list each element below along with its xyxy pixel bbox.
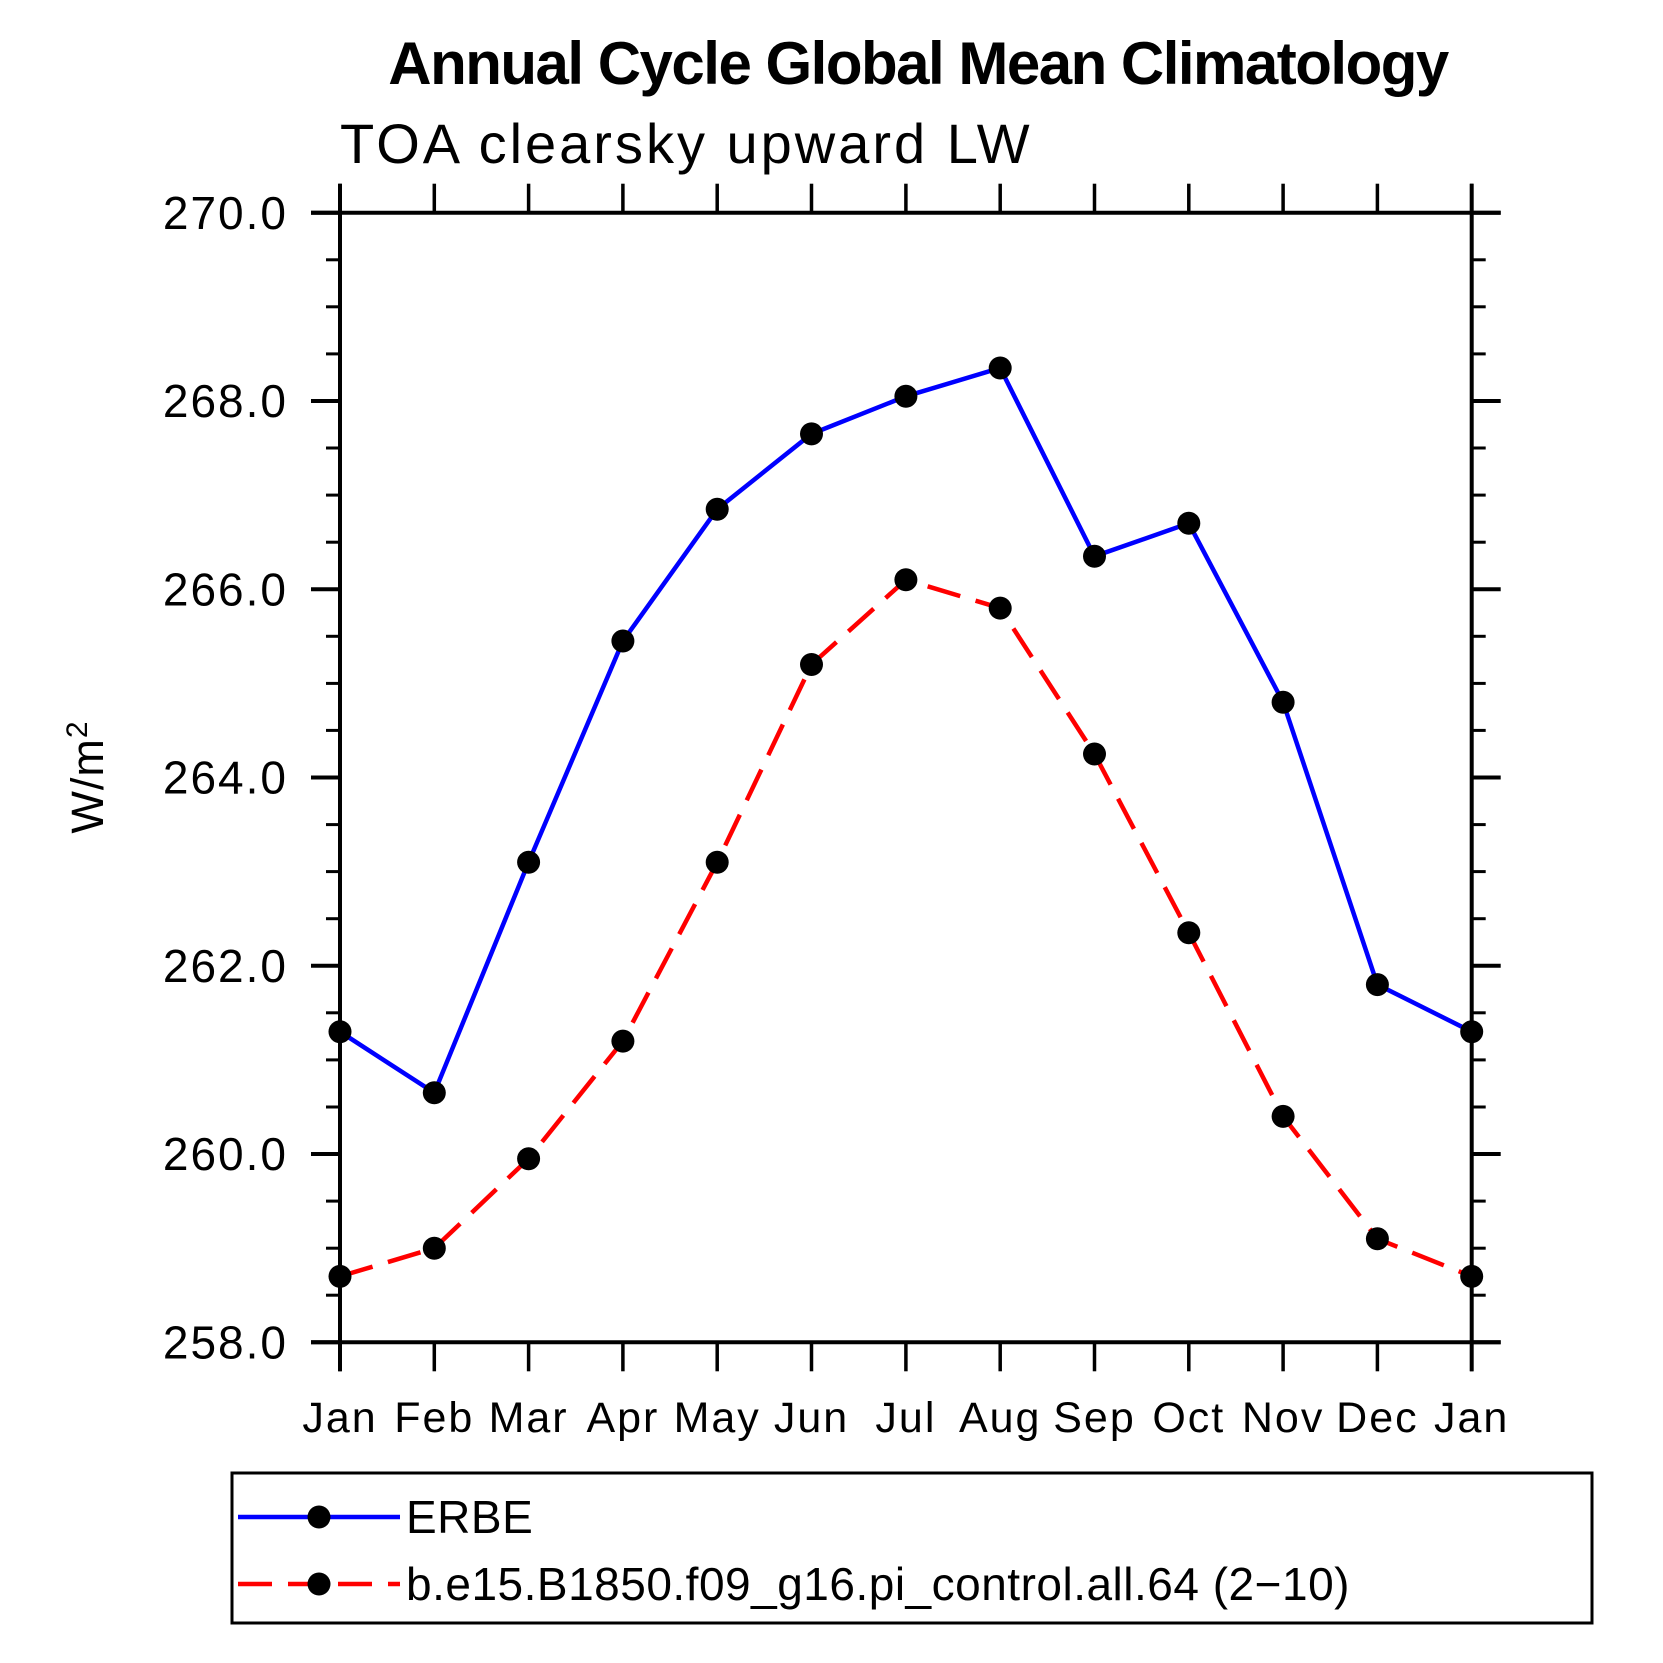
y-tick-label: 262.0 <box>163 940 288 992</box>
y-tick-label: 258.0 <box>163 1316 288 1368</box>
x-tick-label: Aug <box>959 1394 1042 1442</box>
legend-box <box>230 1471 1594 1625</box>
erbe-data-point <box>1271 690 1295 714</box>
legend-erbe-label: ERBE <box>406 1491 533 1543</box>
y-tick-label: 266.0 <box>163 563 288 615</box>
x-tick-label: Mar <box>489 1394 569 1442</box>
model-line <box>339 577 1473 1279</box>
model-data-point <box>1177 921 1201 945</box>
x-tick-label: Apr <box>586 1394 659 1442</box>
model-data-point <box>422 1236 446 1260</box>
y-tick-label: 264.0 <box>163 752 288 804</box>
legend-marker-sample <box>307 1572 331 1596</box>
erbe-data-point <box>328 1020 352 1044</box>
erbe-data-point <box>611 629 635 653</box>
y-tick-label: 260.0 <box>163 1128 288 1180</box>
y-tick-label: 268.0 <box>163 375 288 427</box>
x-tick-label: Oct <box>1152 1394 1225 1442</box>
legend: ERBE b.e15.B1850.f09_g16.pi_control.all.6… <box>230 1471 1594 1625</box>
erbe-data-point <box>894 384 918 408</box>
y-tick-label: 270.0 <box>163 187 288 239</box>
axes-layer <box>311 183 1501 1372</box>
model-data-point <box>611 1029 635 1053</box>
model-data-point <box>1271 1104 1295 1128</box>
model-data-point <box>1460 1264 1484 1288</box>
legend-marker-sample <box>307 1505 331 1529</box>
x-tick-label: Sep <box>1053 1394 1136 1442</box>
x-tick-label: Feb <box>394 1394 474 1442</box>
labels-layer: Annual Cycle Global Mean Climatology TOA… <box>61 30 1509 1442</box>
erbe-data-point <box>1177 511 1201 535</box>
model-data-point <box>894 568 918 592</box>
chart-title: Annual Cycle Global Mean Climatology <box>388 30 1450 97</box>
erbe-data-point <box>705 497 729 521</box>
x-tick-label: Jan <box>1434 1394 1509 1442</box>
x-tick-label: Jul <box>875 1394 936 1442</box>
x-tick-label: Dec <box>1336 1394 1418 1442</box>
model-data-point <box>988 596 1012 620</box>
model-data-point <box>1365 1227 1389 1251</box>
x-tick-label: May <box>674 1394 761 1442</box>
series-layer <box>328 356 1484 1288</box>
legend-model-label: b.e15.B1850.f09_g16.pi_control.all.64 (2… <box>406 1558 1350 1610</box>
model-data-point <box>328 1264 352 1288</box>
model-data-point <box>1083 742 1106 766</box>
chart-subtitle: TOA clearsky upward LW <box>340 112 1033 175</box>
erbe-data-point <box>1365 973 1389 997</box>
y-axis-label: W/m2 <box>61 720 113 833</box>
erbe-data-point <box>422 1081 446 1105</box>
erbe-data-point <box>1083 544 1106 568</box>
y-axis-label-exponent: 2 <box>61 720 94 738</box>
model-data-point <box>800 653 823 676</box>
erbe-data-point <box>517 850 541 874</box>
x-tick-label: Jan <box>302 1394 377 1442</box>
erbe-line <box>338 365 1473 1097</box>
model-data-point <box>705 850 729 874</box>
erbe-data-point <box>988 356 1012 380</box>
model-data-point <box>517 1147 541 1171</box>
x-tick-label: Nov <box>1242 1394 1324 1442</box>
erbe-data-point <box>1460 1020 1484 1044</box>
x-tick-label: Jun <box>774 1394 849 1442</box>
erbe-data-point <box>800 422 823 446</box>
